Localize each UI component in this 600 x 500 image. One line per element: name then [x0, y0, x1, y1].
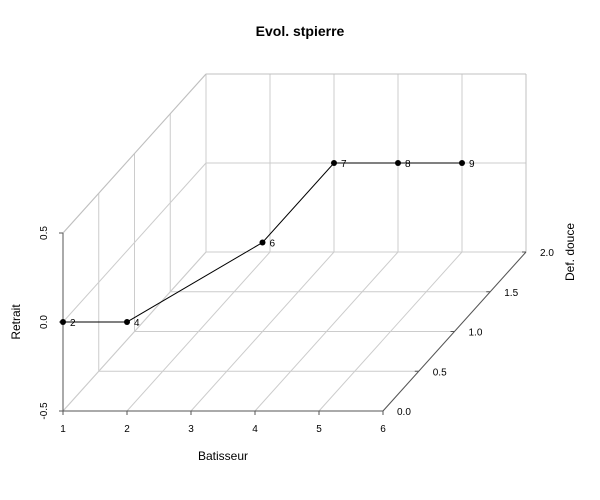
box-edge	[62, 73, 207, 234]
side-grid-line	[62, 251, 207, 412]
point-label: 7	[341, 159, 347, 170]
point-label: 8	[405, 159, 411, 170]
grid	[62, 73, 527, 412]
x-tick-label: 4	[252, 424, 258, 435]
tick-labels: 1 2 3 4 5 6 0.0 0.5 1.0 1.5 2.0 -0.5 0.0 0.5	[39, 226, 554, 435]
z-axis-label: Retrait	[9, 304, 23, 340]
data-point	[124, 319, 130, 325]
x-tick-label: 3	[188, 424, 194, 435]
y-tick-label: 1.0	[469, 328, 483, 339]
chart-title: Evol. stpierre	[256, 23, 345, 39]
z-tick-label: 0.0	[39, 315, 50, 329]
x-tick-label: 5	[316, 424, 322, 435]
x-axis-label: Batisseur	[198, 449, 248, 463]
y-tick-label: 0.0	[397, 407, 411, 418]
y-tick-label: 0.5	[433, 367, 447, 378]
x-tick-label: 2	[124, 424, 130, 435]
y-tick-label: 2.0	[540, 248, 554, 259]
series-line	[63, 162, 462, 323]
data-point	[331, 160, 337, 166]
point-label: 4	[134, 318, 140, 329]
x-tick-label: 6	[380, 424, 386, 435]
data-point	[259, 239, 266, 246]
z-tick-label: 0.5	[39, 226, 50, 240]
z-tick-label: -0.5	[39, 402, 50, 420]
data-point	[60, 319, 66, 325]
point-label: 9	[469, 159, 475, 170]
point-label: 2	[70, 318, 76, 329]
side-grid-line	[62, 162, 207, 323]
data-point	[459, 160, 465, 166]
y-tick-label: 1.5	[504, 288, 518, 299]
point-label: 6	[270, 239, 276, 250]
series: 2 4 6 7 8 9	[60, 159, 475, 329]
x-tick-label: 1	[60, 424, 66, 435]
y-axis-label: Def. douce	[563, 223, 577, 281]
data-point	[395, 160, 401, 166]
